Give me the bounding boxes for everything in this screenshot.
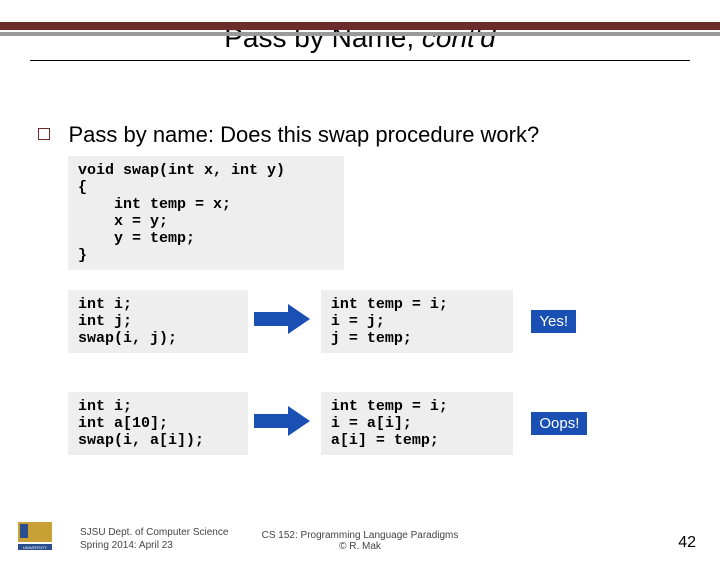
footer-left: SJSU Dept. of Computer Science Spring 20… xyxy=(80,526,228,552)
swap-definition-code: void swap(int x, int y) { int temp = x; … xyxy=(68,156,344,270)
row2-call-code: int i; int a[10]; swap(i, a[i]); xyxy=(68,392,248,455)
row2-expanded-code: int temp = i; i = a[i]; a[i] = temp; xyxy=(321,392,513,455)
row2-result-badge: Oops! xyxy=(531,412,587,435)
header-bars xyxy=(0,22,720,36)
page-number: 42 xyxy=(678,534,696,552)
bar-dark xyxy=(0,22,720,30)
example-row-2: int i; int a[10]; swap(i, a[i]); int tem… xyxy=(68,392,587,455)
example-row-1: int i; int j; swap(i, j); int temp = i; … xyxy=(68,290,576,353)
footer: SJSU Dept. of Computer Science Spring 20… xyxy=(0,530,720,552)
bullet-square-icon xyxy=(38,128,50,140)
title-underline xyxy=(30,60,690,61)
bar-light xyxy=(0,32,720,36)
row1-expanded-code: int temp = i; i = j; j = temp; xyxy=(321,290,513,353)
content-area: Pass by name: Does this swap procedure w… xyxy=(38,122,690,148)
row1-call-code: int i; int j; swap(i, j); xyxy=(68,290,248,353)
row1-result-badge: Yes! xyxy=(531,310,576,333)
lead-text: Pass by name: Does this swap procedure w… xyxy=(68,122,539,147)
arrow-icon xyxy=(252,302,312,341)
arrow-icon xyxy=(252,404,312,443)
